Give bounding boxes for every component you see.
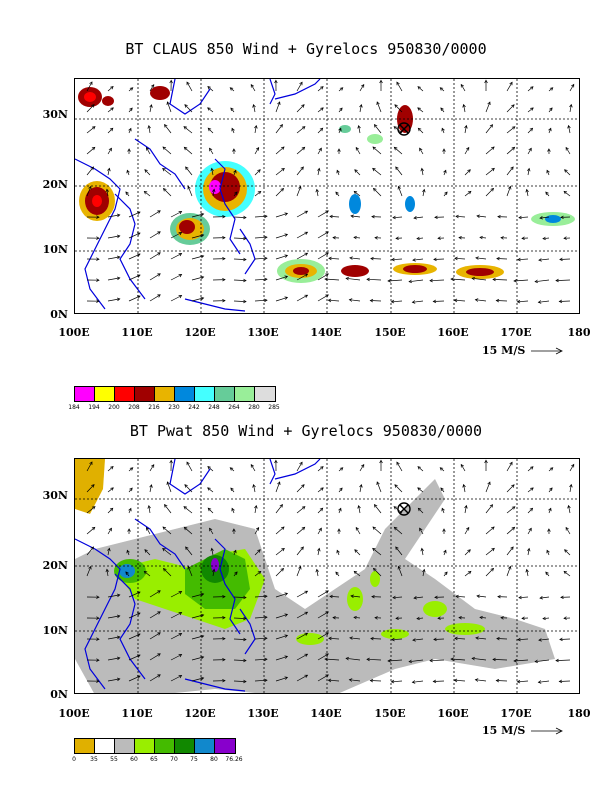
- lon-label-180: 180: [567, 707, 591, 720]
- lat-label-10n: 10N: [42, 243, 68, 256]
- colorbar-swatch: [115, 739, 135, 753]
- colorbar-label: 285: [268, 404, 280, 411]
- colorbar-label: 230: [168, 404, 180, 411]
- lon-label-180: 180: [567, 326, 591, 339]
- colorbar-label: 76.26: [225, 756, 243, 763]
- claus-map-canvas: [75, 79, 579, 313]
- lat-label-20n: 20N: [42, 559, 68, 572]
- gyre-locator-marker: [397, 502, 411, 516]
- colorbar-swatch: [95, 739, 115, 753]
- lon-label-140e: 140E: [310, 326, 342, 339]
- lon-label-100e: 100E: [58, 707, 90, 720]
- lon-label-130e: 130E: [247, 326, 279, 339]
- lat-label-20n: 20N: [42, 178, 68, 191]
- reference-vector-label: 15 M/S: [482, 344, 565, 357]
- lon-label-130e: 130E: [247, 707, 279, 720]
- colorbar-label: 208: [128, 404, 140, 411]
- cloud-features: [78, 86, 575, 283]
- colorbar-swatch: [215, 387, 235, 401]
- reference-vector-label: 15 M/S: [482, 724, 565, 737]
- colorbar-label: 248: [208, 404, 220, 411]
- lon-label-170e: 170E: [500, 707, 532, 720]
- colorbar-label: 280: [248, 404, 260, 411]
- claus-colorbar: [74, 386, 276, 402]
- wind-vectors: [86, 79, 575, 304]
- lon-label-120e: 120E: [184, 326, 216, 339]
- lon-label-110e: 110E: [121, 326, 153, 339]
- colorbar-swatch: [215, 739, 235, 753]
- colorbar-swatch: [155, 739, 175, 753]
- colorbar-label: 80: [210, 756, 218, 763]
- lat-label-30n: 30N: [42, 108, 68, 121]
- wind-vectors: [86, 459, 575, 684]
- colorbar-label: 60: [130, 756, 138, 763]
- colorbar-label: 65: [150, 756, 158, 763]
- lat-label-10n: 10N: [42, 624, 68, 637]
- lon-label-120e: 120E: [184, 707, 216, 720]
- colorbar-label: 55: [110, 756, 118, 763]
- colorbar-swatch: [75, 387, 95, 401]
- colorbar-swatch: [235, 387, 255, 401]
- colorbar-swatch: [135, 739, 155, 753]
- colorbar-swatch: [95, 387, 115, 401]
- lon-label-150e: 150E: [374, 707, 406, 720]
- colorbar-label: 216: [148, 404, 160, 411]
- lon-label-170e: 170E: [500, 326, 532, 339]
- claus-map: [74, 78, 580, 314]
- lat-label-0n: 0N: [50, 688, 68, 701]
- colorbar-label: 35: [90, 756, 98, 763]
- lon-label-160e: 160E: [437, 326, 469, 339]
- lat-label-0n: 0N: [50, 308, 68, 321]
- coastlines: [75, 79, 321, 312]
- pwat-features: [75, 459, 555, 693]
- gyre-locator-marker: [397, 122, 411, 136]
- lon-label-160e: 160E: [437, 707, 469, 720]
- lon-label-110e: 110E: [121, 707, 153, 720]
- lat-label-30n: 30N: [42, 489, 68, 502]
- colorbar-swatch: [155, 387, 175, 401]
- coastlines: [75, 459, 321, 692]
- graticule: [75, 79, 579, 313]
- graticule: [75, 459, 579, 693]
- colorbar-label: 0: [72, 756, 76, 763]
- colorbar-label: 70: [170, 756, 178, 763]
- colorbar-label: 184: [68, 404, 80, 411]
- reference-arrow-icon: [531, 347, 564, 355]
- pwat-map-canvas: [75, 459, 579, 693]
- reference-arrow-icon: [531, 727, 564, 735]
- colorbar-label: 242: [188, 404, 200, 411]
- colorbar-label: 75: [190, 756, 198, 763]
- panel2-title: BT Pwat 850 Wind + Gyrelocs 950830/0000: [129, 422, 483, 440]
- colorbar-swatch: [75, 739, 95, 753]
- lon-label-140e: 140E: [310, 707, 342, 720]
- colorbar-label: 200: [108, 404, 120, 411]
- pwat-colorbar: [74, 738, 236, 754]
- panel1-title: BT CLAUS 850 Wind + Gyrelocs 950830/0000: [125, 40, 487, 58]
- colorbar-swatch: [115, 387, 135, 401]
- colorbar-swatch: [175, 387, 195, 401]
- colorbar-swatch: [135, 387, 155, 401]
- pwat-map: [74, 458, 580, 694]
- colorbar-swatch: [175, 739, 195, 753]
- colorbar-label: 194: [88, 404, 100, 411]
- lon-label-150e: 150E: [374, 326, 406, 339]
- colorbar-swatch: [195, 387, 215, 401]
- colorbar-label: 264: [228, 404, 240, 411]
- colorbar-swatch: [195, 739, 215, 753]
- colorbar-swatch: [255, 387, 275, 401]
- lon-label-100e: 100E: [58, 326, 90, 339]
